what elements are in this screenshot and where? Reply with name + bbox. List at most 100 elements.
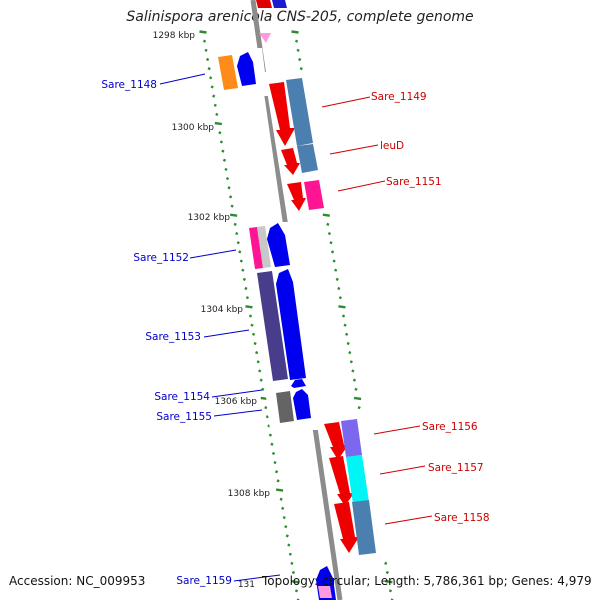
major-tick (291, 579, 299, 584)
minor-tick (261, 387, 265, 391)
gene-sare-1151-right[interactable] (304, 180, 324, 210)
scale-label: 1300 kbp (172, 123, 215, 133)
minor-tick (256, 360, 260, 364)
minor-tick (244, 286, 248, 291)
gene-sare-1148[interactable] (237, 52, 256, 86)
minor-tick (236, 241, 240, 245)
minor-tick (268, 433, 273, 437)
gene-sare-1149[interactable] (269, 82, 295, 146)
minor-tick (291, 570, 295, 575)
gene-sare-1149-right[interactable] (286, 78, 313, 146)
minor-tick (332, 259, 336, 263)
major-tick (291, 30, 299, 34)
minor-tick (296, 48, 300, 52)
major-tick (353, 396, 362, 401)
gene-sare-1153-blue[interactable] (276, 269, 306, 380)
major-tick (199, 30, 207, 34)
gene-label-sare-1156[interactable]: Sare_1156 (422, 421, 478, 433)
gene-sare-1155[interactable] (276, 391, 294, 423)
gene-label-sare-1149[interactable]: Sare_1149 (371, 91, 427, 103)
minor-tick (271, 451, 276, 456)
minor-tick (349, 360, 353, 364)
gene-labels: Sare_1148 Sare_1149 leuD Sare_1151 Sare_… (101, 79, 489, 587)
minor-tick (224, 167, 228, 172)
gene-sare-1155-blue[interactable] (293, 389, 311, 420)
minor-tick (357, 406, 361, 410)
minor-tick (207, 67, 211, 71)
minor-tick (346, 341, 350, 346)
minor-tick (245, 296, 250, 300)
minor-tick (202, 39, 207, 43)
gene-label-sare-1153[interactable]: Sare_1153 (145, 331, 201, 343)
minor-tick (228, 195, 233, 199)
minor-tick (218, 131, 222, 135)
minor-tick (385, 570, 389, 575)
minor-tick (388, 589, 393, 593)
gene-arrow[interactable] (256, 0, 272, 8)
gene-arrow[interactable] (259, 33, 271, 43)
minor-tick (351, 369, 355, 373)
gene-sare-1152[interactable] (249, 227, 263, 269)
minor-tick (384, 561, 388, 565)
minor-tick (274, 470, 279, 474)
minor-tick (253, 341, 257, 346)
major-tick (275, 488, 284, 492)
minor-tick (287, 543, 291, 547)
minor-tick (276, 479, 280, 483)
minor-tick (343, 323, 347, 327)
minor-tick (329, 241, 333, 245)
minor-tick (241, 268, 245, 272)
gene-sare-1148-left[interactable] (218, 55, 238, 90)
gene-label-sare-1158[interactable]: Sare_1158 (434, 512, 490, 524)
gene-sare-1152-grey[interactable] (257, 226, 271, 268)
minor-tick (345, 332, 349, 336)
minor-tick (337, 286, 341, 291)
gene-label-sare-1154[interactable]: Sare_1154 (154, 391, 210, 403)
gene-label-leud[interactable]: leuD (380, 140, 404, 152)
scale-label: 1298 kbp (153, 31, 196, 41)
gene-label-sare-1157[interactable]: Sare_1157 (428, 462, 484, 474)
gene-sare-1154[interactable] (291, 379, 306, 388)
major-tick (385, 579, 393, 584)
gene-sare-1157-right[interactable] (346, 455, 369, 504)
minor-tick (279, 497, 283, 501)
gene-sare-1156[interactable] (324, 422, 348, 460)
gene-sare-1158-right[interactable] (352, 500, 376, 555)
gene-sare-1151[interactable] (287, 182, 306, 211)
gene-sare-1156-right[interactable] (341, 419, 362, 457)
map-title: Salinispora arenicola CNS-205, complete … (126, 9, 474, 25)
gene-label-sare-1159[interactable]: Sare_1159 (176, 575, 232, 587)
minor-tick (327, 231, 332, 236)
label-leaders (159, 73, 433, 582)
gene-arrow[interactable] (318, 586, 332, 598)
minor-tick (284, 525, 288, 529)
genome-info-text: Topology: circular; Length: 5,786,361 bp… (262, 574, 592, 588)
gene-sare-1153[interactable] (257, 271, 288, 381)
minor-tick (282, 515, 286, 520)
gene-arrow[interactable] (272, 0, 287, 8)
minor-tick (209, 76, 213, 80)
minor-tick (334, 268, 338, 272)
gene-label-sare-1151[interactable]: Sare_1151 (386, 176, 442, 188)
gene-leud-right[interactable] (297, 144, 318, 173)
minor-tick (294, 589, 299, 593)
scale-label: 1306 kbp (215, 397, 258, 407)
gene-leud[interactable] (281, 148, 300, 175)
minor-tick (210, 85, 214, 89)
gene-sare-1157[interactable] (329, 456, 354, 506)
minor-tick (330, 250, 335, 254)
gene-sare-1158[interactable] (334, 502, 359, 553)
gene-label-sare-1152[interactable]: Sare_1152 (133, 252, 189, 264)
scale-label: 1308 kbp (228, 489, 271, 499)
gene-sare-1152-right[interactable] (267, 223, 290, 267)
minor-tick (298, 57, 302, 62)
gene-label-sare-1155[interactable]: Sare_1155 (156, 411, 212, 423)
gene-label-sare-1148[interactable]: Sare_1148 (101, 79, 157, 91)
inner-scale-ticks (199, 30, 300, 600)
major-tick (245, 305, 253, 309)
scale-label: 131 (238, 580, 255, 590)
minor-tick (259, 378, 263, 382)
minor-tick (212, 94, 216, 98)
minor-tick (352, 378, 357, 382)
